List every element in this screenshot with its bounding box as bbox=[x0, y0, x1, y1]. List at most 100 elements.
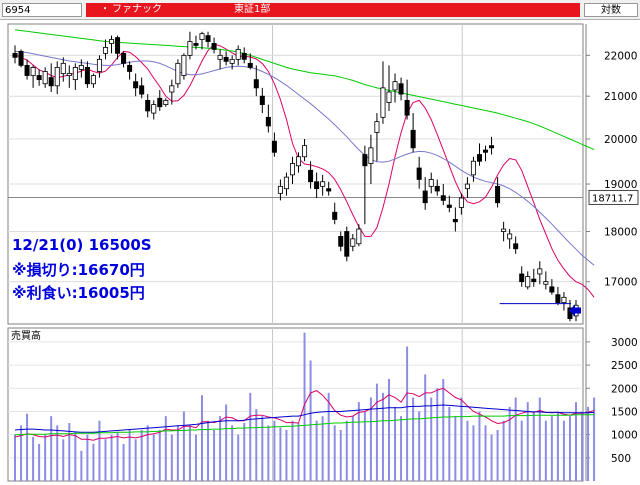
candle-body bbox=[344, 231, 350, 257]
candle-body bbox=[549, 286, 555, 293]
price-tick-label: 19000 bbox=[604, 179, 637, 191]
volume-tick-label: 500 bbox=[611, 453, 631, 465]
candle-body bbox=[193, 43, 199, 46]
volume-tick-label: 2500 bbox=[611, 360, 638, 372]
candle-body bbox=[271, 140, 277, 153]
candle-body bbox=[181, 54, 187, 76]
candle-body bbox=[296, 156, 302, 167]
price-panel: 22000 21000 20000 19000 18000 17000 18711.7 bbox=[7, 23, 639, 481]
candle-body bbox=[253, 79, 259, 89]
candle-body bbox=[84, 67, 90, 85]
scale-mode-button[interactable]: 対数 bbox=[584, 3, 638, 17]
candle-body bbox=[72, 67, 78, 81]
candle-body bbox=[30, 67, 36, 76]
candle-body bbox=[42, 71, 48, 85]
candle-body bbox=[163, 99, 169, 105]
candle-body bbox=[145, 99, 151, 112]
candle-body bbox=[247, 62, 253, 68]
candle-body bbox=[289, 163, 295, 176]
candle-body bbox=[392, 81, 398, 91]
candle-body bbox=[464, 183, 470, 190]
candle-body bbox=[205, 35, 211, 42]
candle-body bbox=[199, 33, 205, 40]
candle-body bbox=[398, 83, 404, 95]
candle-body bbox=[96, 58, 102, 72]
candle-body bbox=[259, 95, 265, 105]
annotation-takeprofit: ※利食い:16005円 bbox=[12, 284, 145, 302]
current-price-box bbox=[588, 189, 639, 205]
candle-body bbox=[356, 228, 362, 245]
candle-body bbox=[483, 149, 489, 153]
candle-body bbox=[428, 179, 434, 187]
candle-body bbox=[495, 185, 501, 204]
candle-body bbox=[507, 233, 513, 240]
candle-body bbox=[133, 81, 139, 89]
candle-body bbox=[121, 52, 127, 64]
candle-body bbox=[489, 145, 495, 149]
candle-body bbox=[422, 190, 428, 204]
candle-body bbox=[470, 160, 476, 176]
candle-body bbox=[368, 147, 374, 164]
candle-body bbox=[102, 47, 108, 54]
candle-body bbox=[543, 281, 549, 285]
candle-body bbox=[350, 238, 356, 247]
candle-body bbox=[320, 181, 326, 187]
candle-body bbox=[404, 99, 410, 116]
candle-body bbox=[187, 41, 193, 56]
candle-body bbox=[302, 145, 308, 158]
candle-body bbox=[561, 296, 567, 303]
candle-body bbox=[380, 87, 386, 118]
candle-body bbox=[169, 85, 175, 93]
volume-ma-line-3 bbox=[15, 414, 595, 436]
candle-body bbox=[501, 228, 507, 232]
candle-body bbox=[446, 204, 452, 208]
candle-body bbox=[151, 104, 157, 114]
candle-body bbox=[283, 176, 289, 190]
candle-body bbox=[139, 85, 145, 95]
candle-body bbox=[127, 64, 133, 72]
candle-body bbox=[18, 50, 24, 66]
candle-body bbox=[66, 73, 72, 76]
market-name: 東証1部 bbox=[234, 4, 271, 15]
candle-body bbox=[338, 236, 344, 247]
candle-body bbox=[229, 58, 235, 64]
volume-title: 売買高 bbox=[11, 329, 41, 342]
price-tick-label: 18000 bbox=[604, 227, 637, 239]
candle-body bbox=[175, 62, 181, 85]
candle-body bbox=[410, 129, 416, 149]
candle-body bbox=[54, 67, 60, 87]
candle-body bbox=[48, 77, 54, 87]
candle-body bbox=[223, 56, 229, 62]
candle-body bbox=[36, 75, 42, 81]
candle-body bbox=[386, 91, 392, 103]
candle-body bbox=[314, 181, 320, 190]
price-tick-label: 17000 bbox=[604, 277, 637, 289]
candle-body bbox=[555, 294, 561, 303]
candle-body bbox=[458, 197, 464, 208]
volume-ma-line-2 bbox=[14, 404, 595, 433]
candle-body bbox=[476, 154, 482, 162]
volume-ma-line-1 bbox=[14, 387, 595, 441]
candle-body bbox=[434, 185, 440, 192]
stock-name-bar: ・ ファナック 東証1部 bbox=[86, 3, 580, 17]
volume-panel: 3000 2500 2000 1500 1000 500 売買高 bbox=[7, 327, 638, 482]
volume-tick-label: 2000 bbox=[611, 383, 638, 395]
current-price-label: 18711.7 bbox=[592, 193, 633, 204]
candle-body bbox=[326, 188, 332, 192]
candle-body bbox=[537, 268, 543, 275]
candle-body bbox=[362, 154, 368, 167]
candle-body bbox=[78, 64, 84, 70]
candle-body bbox=[440, 195, 446, 201]
annotation-entry: 12/21(0) 16500S bbox=[12, 236, 152, 254]
candle-body bbox=[332, 211, 338, 220]
volume-tick-label: 1000 bbox=[611, 430, 638, 442]
candle-body bbox=[157, 97, 163, 108]
price-plot-frame bbox=[7, 23, 584, 325]
candle-body bbox=[241, 52, 247, 60]
candle-body bbox=[217, 54, 223, 60]
price-tick-label: 20000 bbox=[604, 134, 637, 146]
candle-body bbox=[416, 167, 422, 180]
stock-code-field[interactable]: 6954 bbox=[2, 3, 82, 17]
candle-body bbox=[90, 75, 96, 85]
